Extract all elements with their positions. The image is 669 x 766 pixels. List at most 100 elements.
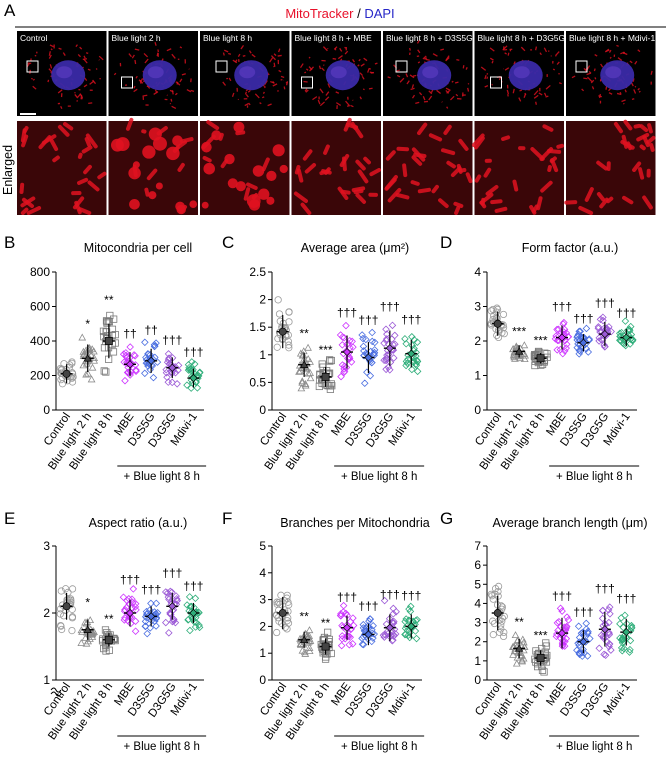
data-point [141,369,149,378]
data-point [538,662,546,670]
micrograph-1: Control [17,31,107,116]
data-point [275,310,284,318]
data-point [498,603,507,611]
data-point [561,347,569,355]
data-point [560,318,568,327]
data-point [327,649,335,658]
data-point [285,341,293,349]
data-point [340,368,348,377]
data-point [562,340,571,348]
data-point [273,598,281,606]
y-tick-label: 0 [474,673,481,687]
data-point [413,338,422,346]
data-point [498,617,506,625]
data-point [191,623,200,631]
significance-label: *** [534,333,548,347]
data-point [328,382,336,390]
micrograph-panel: Control Blue light 2 h Blue light 8 h Blue … [17,31,656,215]
data-point [381,630,389,639]
group-label: + Blue light 8 h [124,741,200,753]
mean-marker [168,363,177,372]
data-point [131,600,140,608]
data-point [620,644,628,653]
data-point [124,368,133,376]
data-point [390,354,398,362]
data-point [558,642,567,650]
data-point [86,616,95,624]
micrograph-label: Control [20,33,48,43]
data-point [132,367,140,375]
data-point [321,655,330,663]
data-point [172,600,181,609]
data-point [194,608,203,616]
data-point [583,652,592,660]
data-point [408,365,416,374]
mean-marker [62,602,71,611]
data-point [165,629,173,637]
y-tick-label: 7 [474,539,481,553]
data-point [366,371,375,380]
data-point [595,644,604,653]
y-tick-label: 4 [259,566,266,580]
chart-b: B Mitocondria per cell0200400600800Contro… [4,233,207,483]
data-point [185,593,194,601]
chart-title: Average branch length (μm) [493,516,648,530]
data-point [601,633,610,642]
data-point [143,610,151,619]
data-point [298,646,307,654]
data-point [368,337,376,346]
data-point [298,378,307,386]
data-point [626,327,634,335]
data-point [150,608,159,616]
data-point [190,360,199,368]
mean-marker [125,360,135,369]
data-point [81,618,89,626]
data-point [301,630,309,638]
data-point [152,339,160,347]
chart-title: Mitocondria per cell [84,241,192,255]
data-point [343,354,352,363]
data-point [273,600,281,608]
data-point [576,347,585,355]
data-point [326,357,334,365]
data-point [405,605,413,613]
group-label: + Blue light 8 h [341,741,417,753]
data-point [144,350,152,358]
significance-label: ††† [573,311,593,325]
data-point [383,351,391,359]
data-point [584,348,593,356]
micrograph-label: Blue light 8 h + MBE [295,33,373,43]
data-point [131,627,140,635]
data-point [520,642,529,650]
series-6 [161,587,181,637]
data-point [152,622,160,630]
data-point [273,343,281,351]
data-point [406,628,414,637]
series-3 [99,311,119,376]
data-point [617,328,626,337]
mean-marker [104,337,113,345]
y-tick-label: 3 [259,593,266,607]
data-point [367,358,376,367]
mean-marker [104,635,113,644]
data-point [410,336,419,344]
data-point [384,363,393,372]
mean-marker [364,630,373,639]
y-tick-label: 3 [474,616,481,630]
significance-label: ††† [552,589,572,603]
data-point [149,373,158,382]
panel-letter-a: A [4,1,16,20]
data-point [493,304,501,312]
stain-separator: / [353,6,364,21]
data-point [87,375,96,383]
series-6 [379,596,400,645]
significance-label: ††† [595,582,615,596]
enlarged-label: Enlarged [1,145,15,195]
series-1 [56,585,77,635]
y-tick-label: 2 [259,619,266,633]
mean-marker [536,654,545,662]
panel-letter: G [440,509,453,528]
data-point [285,318,293,326]
chart-title: Aspect ratio (a.u.) [89,516,188,530]
data-point [605,618,613,627]
